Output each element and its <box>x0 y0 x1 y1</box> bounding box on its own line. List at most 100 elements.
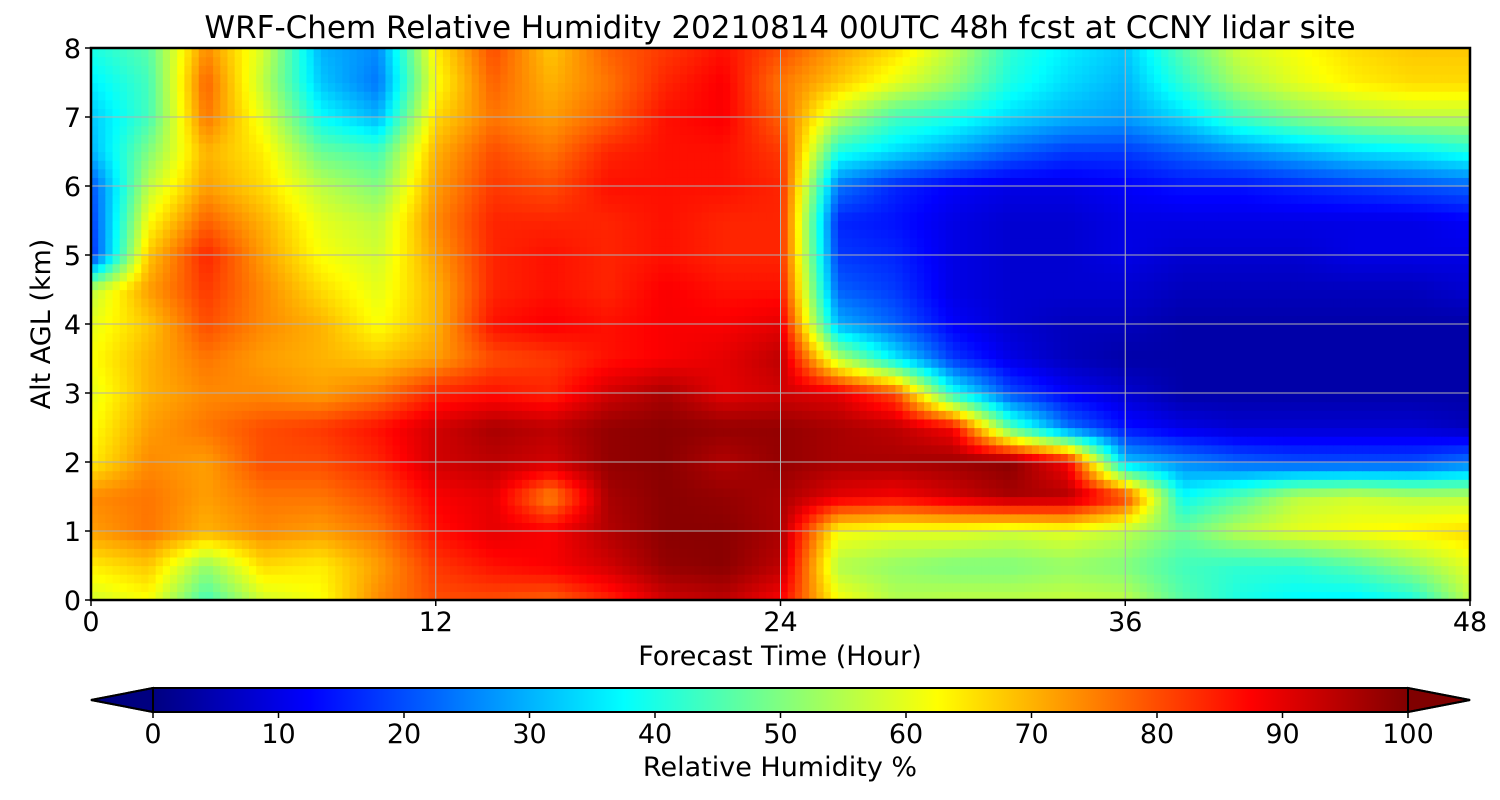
heatmap-cell <box>1139 531 1148 541</box>
heatmap-cell <box>227 496 236 506</box>
heatmap-cell <box>1103 453 1112 463</box>
heatmap-cell <box>1161 505 1169 515</box>
heatmap-cell <box>213 487 221 498</box>
heatmap-cell <box>1218 427 1227 437</box>
heatmap-cell <box>1419 410 1428 420</box>
heatmap-cell <box>1412 470 1421 480</box>
heatmap-cell <box>320 436 329 446</box>
heatmap-cell <box>1118 505 1126 515</box>
heatmap-cell <box>155 393 164 403</box>
heatmap-cell <box>1297 505 1306 515</box>
heatmap-cell <box>988 393 997 403</box>
heatmap-cell <box>292 513 300 523</box>
heatmap-cell <box>335 410 343 420</box>
heatmap-cell <box>1175 548 1184 558</box>
heatmap-cell <box>407 393 415 403</box>
heatmap-cell <box>1082 548 1090 558</box>
heatmap-cell <box>1333 505 1342 515</box>
heatmap-cell <box>1225 496 1234 506</box>
heatmap-cell <box>758 556 767 567</box>
heatmap-cell <box>521 427 530 437</box>
heatmap-cell <box>493 505 501 515</box>
heatmap-cell <box>1168 375 1177 385</box>
heatmap-cell <box>521 531 530 541</box>
heatmap-cell <box>1261 531 1270 541</box>
heatmap-cell <box>658 556 667 567</box>
heatmap-cell <box>1161 565 1169 575</box>
heatmap-cell <box>665 582 674 592</box>
heatmap-cell <box>629 393 638 403</box>
heatmap-cell <box>1355 513 1363 523</box>
heatmap-cell <box>1024 462 1033 472</box>
heatmap-cell <box>859 418 868 429</box>
heatmap-cell <box>1082 436 1090 446</box>
heatmap-cell <box>859 462 868 472</box>
heatmap-cell <box>1268 462 1277 472</box>
heatmap-cell <box>1211 539 1220 549</box>
heatmap-cell <box>1347 539 1356 549</box>
heatmap-cell <box>536 574 545 584</box>
heatmap-cell <box>392 565 401 575</box>
heatmap-cell <box>435 453 444 463</box>
heatmap-cell <box>1419 574 1428 584</box>
heatmap-cell <box>543 436 552 446</box>
heatmap-cell <box>1398 479 1406 489</box>
heatmap-cell <box>622 375 631 385</box>
heatmap-cell <box>938 574 947 584</box>
heatmap-cell <box>708 401 717 411</box>
heatmap-cell <box>1247 444 1256 454</box>
heatmap-cell <box>1254 487 1263 498</box>
heatmap-cell <box>924 436 932 446</box>
heatmap-cell <box>385 393 394 403</box>
heatmap-cell <box>1118 565 1126 575</box>
heatmap-cell <box>392 410 401 420</box>
heatmap-cell <box>270 531 279 541</box>
heatmap-cell <box>1304 436 1313 446</box>
heatmap-cell <box>457 393 466 403</box>
heatmap-cell <box>600 393 609 403</box>
heatmap-cell <box>134 453 142 463</box>
heatmap-cell <box>1369 531 1378 541</box>
heatmap-cell <box>1096 393 1105 403</box>
heatmap-cell <box>249 401 257 411</box>
heatmap-cell <box>414 548 422 558</box>
heatmap-cell <box>349 393 358 403</box>
heatmap-cell <box>823 539 832 549</box>
heatmap-cell <box>299 384 308 394</box>
heatmap-cell <box>1225 444 1234 454</box>
heatmap-cell <box>615 401 624 411</box>
heatmap-cell <box>866 505 875 515</box>
heatmap-cell <box>1067 418 1076 429</box>
heatmap-cell <box>1110 556 1119 567</box>
heatmap-cell <box>277 384 286 394</box>
heatmap-cell <box>1110 418 1119 429</box>
heatmap-cell <box>371 444 379 454</box>
heatmap-cell <box>335 401 343 411</box>
heatmap-cell <box>715 582 724 592</box>
heatmap-cell <box>1448 462 1457 472</box>
heatmap-cell <box>924 556 932 567</box>
heatmap-cell <box>220 574 229 584</box>
heatmap-cell <box>1247 556 1256 567</box>
heatmap-cell <box>665 496 674 506</box>
heatmap-cell <box>701 574 710 584</box>
heatmap-cell <box>162 384 171 394</box>
heatmap-cell <box>1197 539 1205 549</box>
heatmap-cell <box>1455 410 1464 420</box>
heatmap-cell <box>148 496 157 506</box>
heatmap-cell <box>1096 556 1105 567</box>
heatmap-cell <box>112 384 121 394</box>
heatmap-cell <box>809 591 818 600</box>
heatmap-cell <box>780 384 789 394</box>
heatmap-cell <box>794 462 803 472</box>
heatmap-cell <box>845 574 853 584</box>
heatmap-cell <box>119 375 128 385</box>
heatmap-cell <box>105 565 114 575</box>
heatmap-cell <box>550 444 559 454</box>
heatmap-cell <box>644 436 652 446</box>
heatmap-cell <box>270 539 279 549</box>
heatmap-cell <box>141 531 150 541</box>
heatmap-cell <box>98 522 106 532</box>
heatmap-cell <box>284 582 293 592</box>
heatmap-cell <box>414 582 422 592</box>
